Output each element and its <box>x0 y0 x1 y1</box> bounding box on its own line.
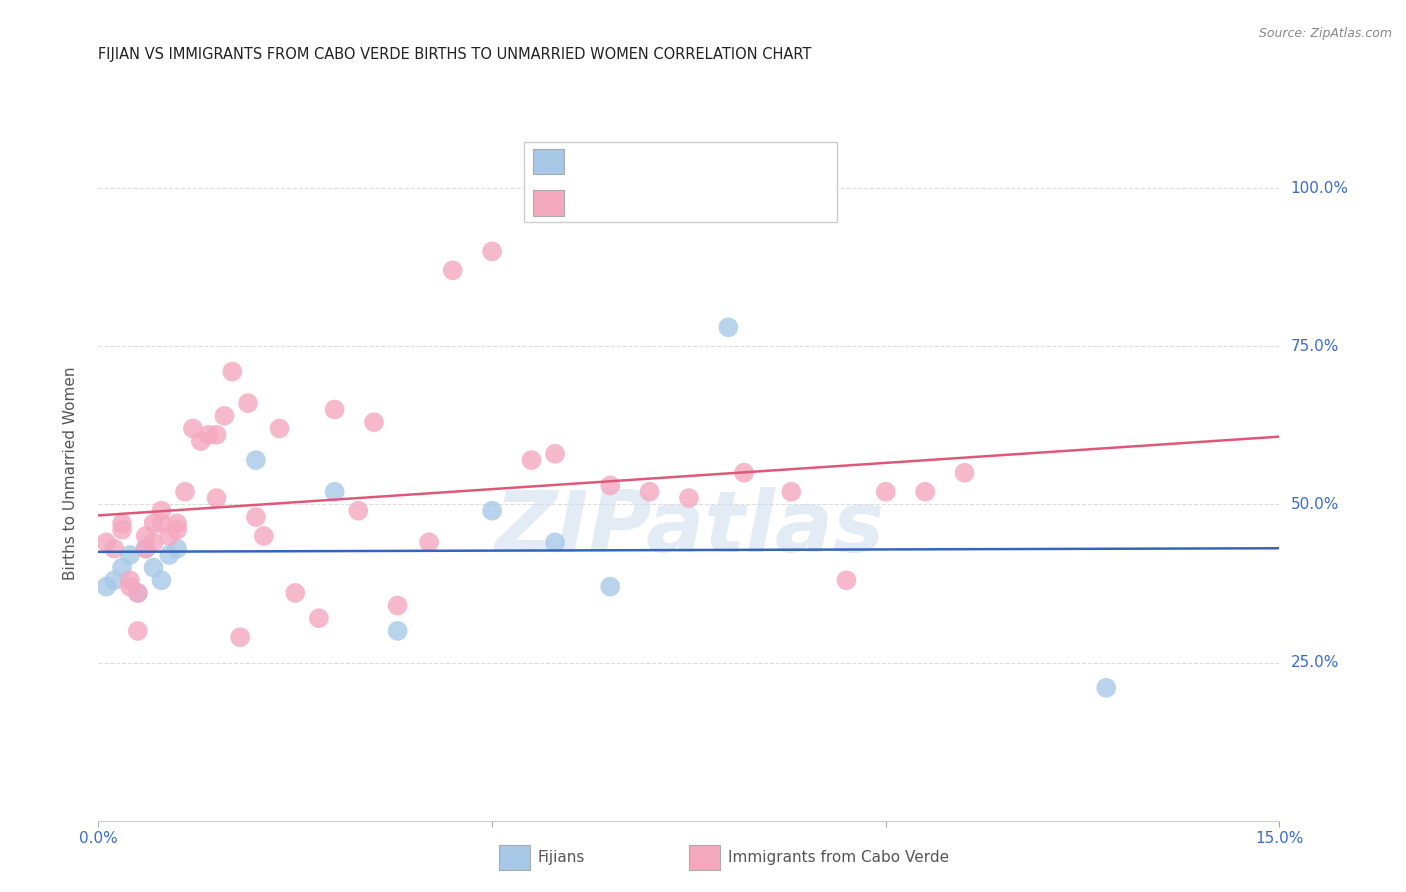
Point <box>875 484 897 499</box>
Point <box>245 510 267 524</box>
Point <box>150 516 173 531</box>
Point <box>914 484 936 499</box>
Text: 25.0%: 25.0% <box>1291 655 1339 670</box>
Text: 0.127: 0.127 <box>620 153 678 171</box>
Point <box>780 484 803 499</box>
Point <box>181 421 204 435</box>
Point <box>638 484 661 499</box>
Text: 100.0%: 100.0% <box>1291 181 1348 195</box>
Text: R =: R = <box>576 153 616 171</box>
Text: 18: 18 <box>734 153 758 171</box>
Point <box>135 541 157 556</box>
Point <box>135 541 157 556</box>
Point <box>544 535 567 549</box>
Point <box>229 630 252 644</box>
Point <box>174 484 197 499</box>
Text: 0.440: 0.440 <box>620 192 678 211</box>
Point <box>214 409 236 423</box>
Point <box>308 611 330 625</box>
Point <box>733 466 755 480</box>
Text: 50: 50 <box>734 192 758 211</box>
Point <box>142 535 165 549</box>
Point <box>127 624 149 638</box>
Point <box>127 586 149 600</box>
Point <box>205 491 228 505</box>
Point <box>1095 681 1118 695</box>
Text: Source: ZipAtlas.com: Source: ZipAtlas.com <box>1258 27 1392 40</box>
Text: Immigrants from Cabo Verde: Immigrants from Cabo Verde <box>728 850 949 864</box>
Text: N =: N = <box>693 192 733 211</box>
Point <box>166 541 188 556</box>
FancyBboxPatch shape <box>523 142 837 222</box>
Text: FIJIAN VS IMMIGRANTS FROM CABO VERDE BIRTHS TO UNMARRIED WOMEN CORRELATION CHART: FIJIAN VS IMMIGRANTS FROM CABO VERDE BIR… <box>98 47 811 62</box>
Point <box>157 529 180 543</box>
Point <box>236 396 259 410</box>
Point <box>103 574 125 588</box>
Bar <box>533 149 564 174</box>
Bar <box>533 190 564 216</box>
Point <box>284 586 307 600</box>
Point <box>221 365 243 379</box>
Point <box>142 560 165 574</box>
Point <box>835 574 858 588</box>
Point <box>205 427 228 442</box>
Point <box>127 586 149 600</box>
Text: Fijians: Fijians <box>537 850 585 864</box>
Point <box>269 421 291 435</box>
Point <box>96 535 118 549</box>
Point <box>717 320 740 334</box>
Point <box>111 516 134 531</box>
Point <box>599 478 621 492</box>
Point <box>347 504 370 518</box>
Point <box>96 580 118 594</box>
Point <box>118 580 141 594</box>
Text: ZIPatlas: ZIPatlas <box>494 487 884 570</box>
Point <box>166 516 188 531</box>
Point <box>253 529 276 543</box>
Y-axis label: Births to Unmarried Women: Births to Unmarried Women <box>63 366 77 580</box>
Point <box>363 415 385 429</box>
Point <box>166 523 188 537</box>
Point <box>190 434 212 449</box>
Point <box>118 574 141 588</box>
Point <box>387 599 409 613</box>
Point <box>150 574 173 588</box>
Point <box>103 541 125 556</box>
Point <box>441 263 464 277</box>
Text: 75.0%: 75.0% <box>1291 339 1339 354</box>
Point <box>142 516 165 531</box>
Text: R =: R = <box>576 192 616 211</box>
Point <box>111 560 134 574</box>
Point <box>323 402 346 417</box>
Point <box>111 523 134 537</box>
Point <box>599 580 621 594</box>
Point <box>323 484 346 499</box>
Point <box>157 548 180 562</box>
Point <box>135 529 157 543</box>
Point <box>150 504 173 518</box>
Point <box>520 453 543 467</box>
Point <box>481 244 503 259</box>
Point <box>953 466 976 480</box>
Point <box>197 427 219 442</box>
Point <box>418 535 440 549</box>
Point <box>118 548 141 562</box>
Point <box>678 491 700 505</box>
Point <box>387 624 409 638</box>
Text: 50.0%: 50.0% <box>1291 497 1339 512</box>
Point <box>544 447 567 461</box>
Point <box>481 504 503 518</box>
Text: N =: N = <box>693 153 733 171</box>
Point <box>245 453 267 467</box>
